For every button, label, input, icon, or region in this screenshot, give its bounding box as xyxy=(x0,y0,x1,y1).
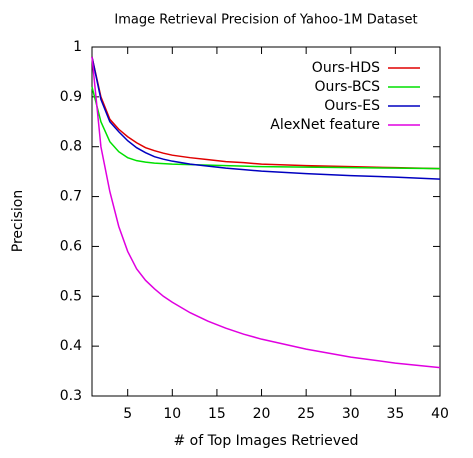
series-line xyxy=(91,56,441,369)
x-tick-label: 15 xyxy=(208,406,226,422)
x-tick-label: 5 xyxy=(123,406,132,422)
y-tick-label: 0.8 xyxy=(60,139,82,155)
y-tick-label: 1 xyxy=(73,39,82,55)
x-tick-label: 40 xyxy=(431,406,449,422)
legend-label: AlexNet feature xyxy=(270,117,380,133)
x-axis-label: # of Top Images Retrieved xyxy=(173,433,358,449)
plot-frame xyxy=(91,46,441,397)
series-line xyxy=(91,56,441,180)
series-line xyxy=(91,56,441,170)
y-tick-label: 0.6 xyxy=(60,238,82,254)
x-tick-label: 20 xyxy=(253,406,271,422)
series-line xyxy=(91,86,441,170)
legend-label: Ours-HDS xyxy=(312,60,380,76)
x-tick-label: 25 xyxy=(297,406,315,422)
legend-label: Ours-BCS xyxy=(314,79,380,95)
x-tick-label: 35 xyxy=(386,406,404,422)
y-axis-label: Precision xyxy=(10,190,26,252)
y-tick-label: 0.3 xyxy=(60,388,82,404)
y-tick-label: 0.5 xyxy=(60,288,82,304)
y-tick-label: 0.4 xyxy=(60,338,82,354)
legend-label: Ours-ES xyxy=(324,98,380,114)
chart-title: Image Retrieval Precision of Yahoo-1M Da… xyxy=(114,13,417,28)
y-tick-label: 0.7 xyxy=(60,189,82,205)
x-tick-label: 30 xyxy=(342,406,360,422)
y-tick-label: 0.9 xyxy=(60,89,82,105)
x-tick-label: 10 xyxy=(163,406,181,422)
